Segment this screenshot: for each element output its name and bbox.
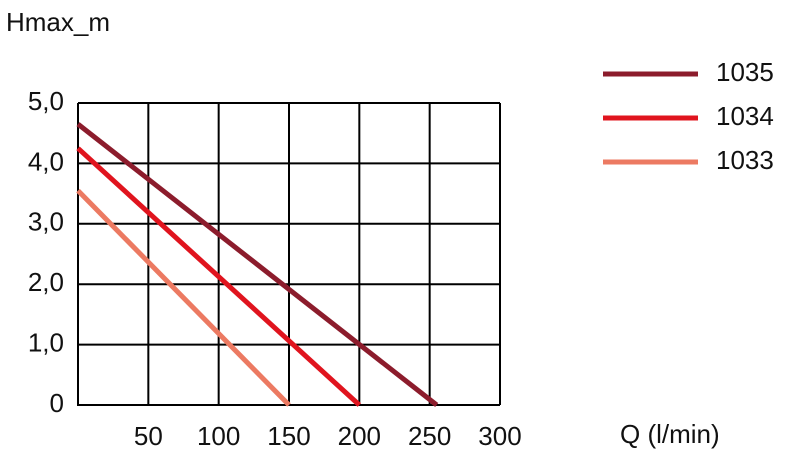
x-axis-label: Q (l/min) — [620, 419, 720, 449]
legend-label: 1035 — [716, 57, 774, 87]
y-tick-label: 1,0 — [28, 327, 64, 357]
series-line — [76, 188, 291, 407]
legend-label: 1033 — [716, 145, 774, 175]
series-line — [76, 146, 362, 407]
x-tick-label: 50 — [134, 421, 163, 451]
x-tick-label: 250 — [408, 421, 451, 451]
y-tick-label: 0 — [50, 388, 64, 418]
y-tick-label: 4,0 — [28, 146, 64, 176]
y-axis-label: Hmax_m — [6, 7, 110, 37]
x-tick-label: 300 — [478, 421, 521, 451]
x-tick-label: 150 — [267, 421, 310, 451]
y-tick-label: 5,0 — [28, 86, 64, 116]
legend-label: 1034 — [716, 101, 774, 131]
x-tick-label: 100 — [197, 421, 240, 451]
series-line — [76, 122, 439, 407]
y-tick-label: 3,0 — [28, 207, 64, 237]
x-tick-label: 200 — [338, 421, 381, 451]
y-tick-label: 2,0 — [28, 267, 64, 297]
